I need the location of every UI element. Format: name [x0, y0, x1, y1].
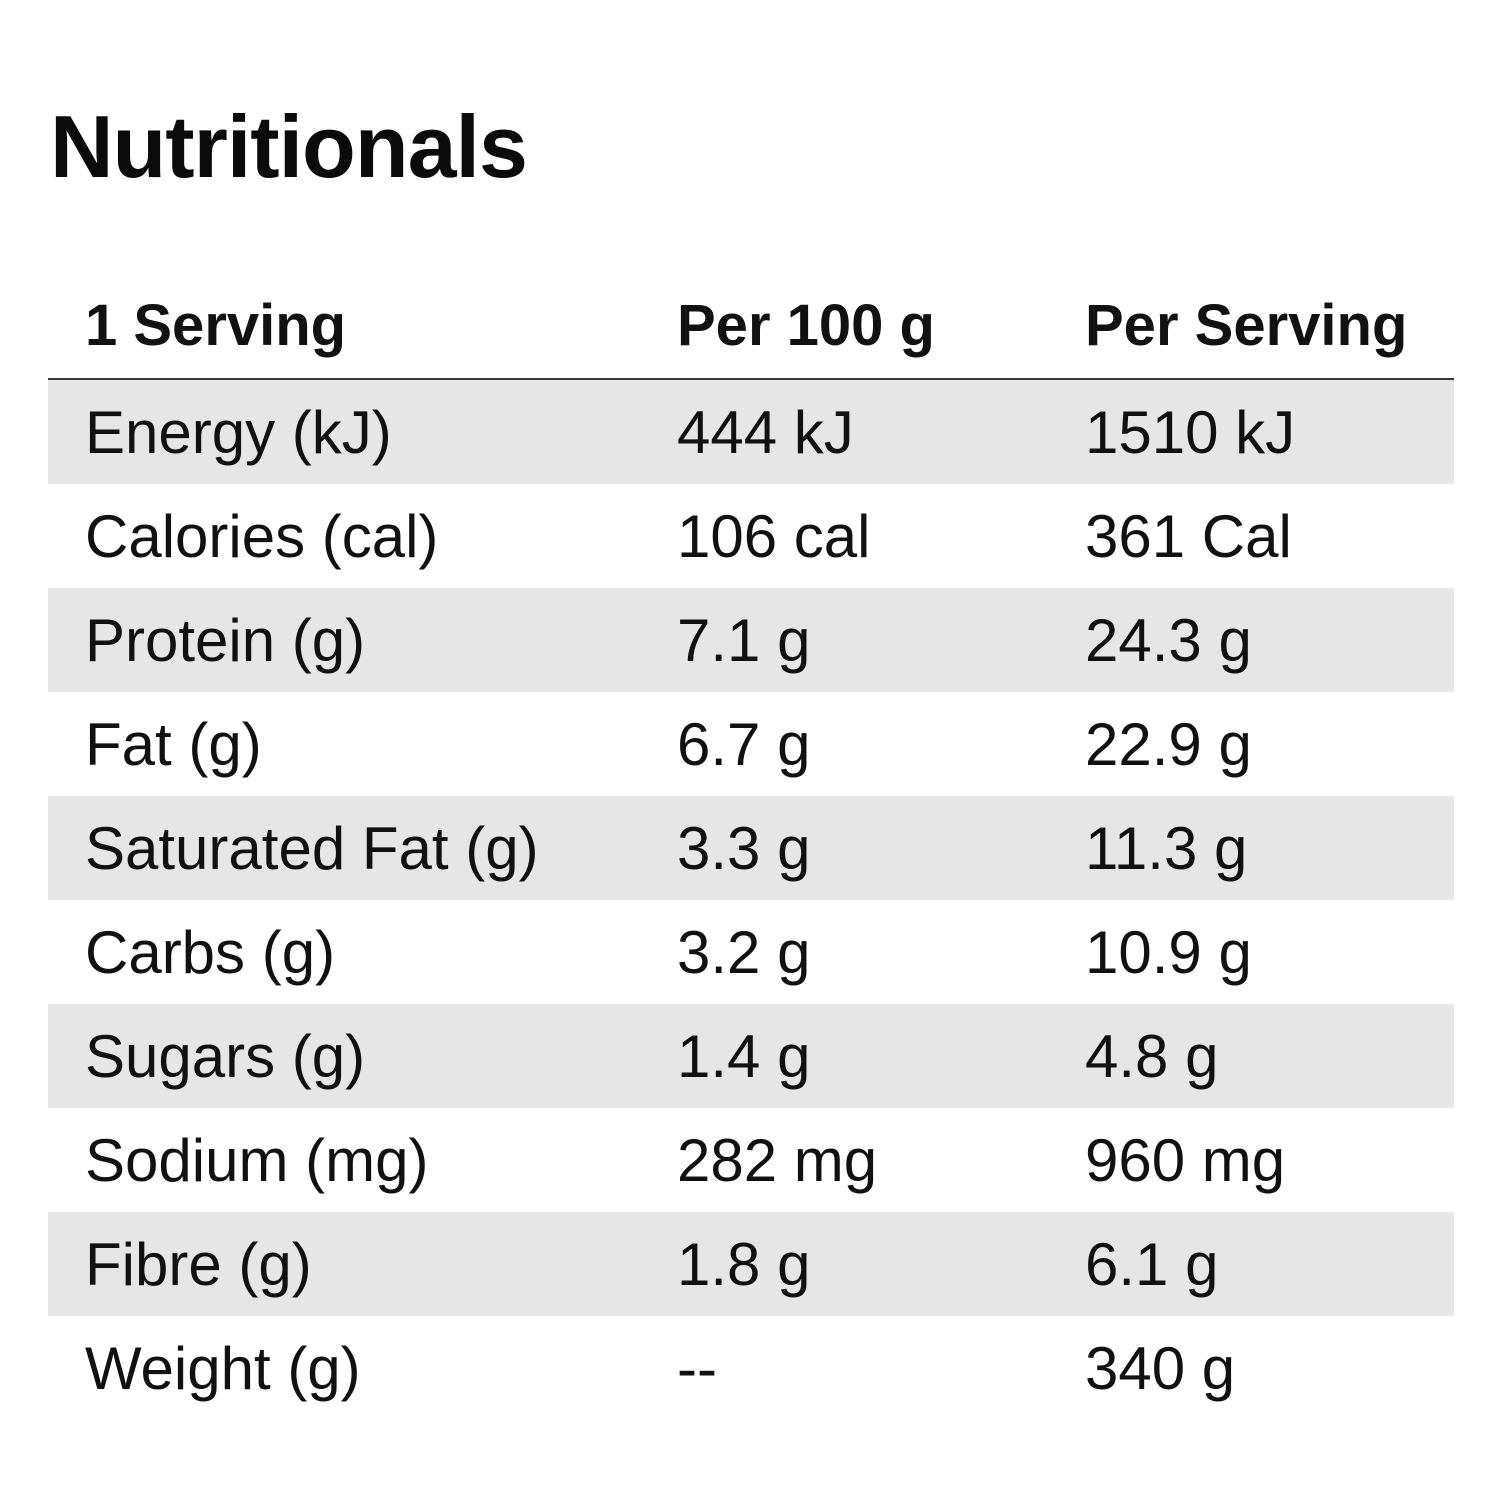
per-serving-value: 22.9 g [1085, 710, 1252, 778]
nutrient-label: Energy (kJ) [85, 398, 392, 466]
table-row: Sugars (g) 1.4 g 4.8 g [48, 1004, 1454, 1108]
table-row: Saturated Fat (g) 3.3 g 11.3 g [48, 796, 1454, 900]
table-row: Protein (g) 7.1 g 24.3 g [48, 588, 1454, 692]
per-serving-value: 11.3 g [1085, 814, 1248, 882]
nutrient-label: Carbs (g) [85, 918, 336, 986]
column-header-serving: 1 Serving [85, 292, 347, 358]
nutrient-label: Saturated Fat (g) [85, 814, 539, 882]
nutrition-table: 1 Serving Per 100 g Per Serving Energy (… [48, 272, 1454, 1420]
per-serving-value: 1510 kJ [1085, 398, 1296, 466]
per-serving-value: 24.3 g [1085, 606, 1252, 674]
column-header-per-100g: Per 100 g [677, 292, 935, 358]
per-100g-value: 3.2 g [677, 918, 811, 986]
table-row: Fibre (g) 1.8 g 6.1 g [48, 1212, 1454, 1316]
per-100g-value: 1.8 g [677, 1230, 811, 1298]
per-100g-value: 6.7 g [677, 710, 811, 778]
per-100g-value: 1.4 g [677, 1022, 811, 1090]
nutrient-label: Protein (g) [85, 606, 366, 674]
table-row: Energy (kJ) 444 kJ 1510 kJ [48, 380, 1454, 484]
per-serving-value: 4.8 g [1085, 1022, 1219, 1090]
nutrient-label: Fat (g) [85, 710, 262, 778]
table-row: Sodium (mg) 282 mg 960 mg [48, 1108, 1454, 1212]
nutrient-label: Fibre (g) [85, 1230, 312, 1298]
per-serving-value: 340 g [1085, 1334, 1236, 1402]
nutrient-label: Weight (g) [85, 1334, 361, 1402]
per-100g-value: 444 kJ [677, 398, 854, 466]
per-100g-value: 282 mg [677, 1126, 878, 1194]
nutrient-label: Sodium (mg) [85, 1126, 429, 1194]
per-serving-value: 361 Cal [1085, 502, 1292, 570]
column-header-per-serving: Per Serving [1085, 292, 1408, 358]
table-row: Calories (cal) 106 cal 361 Cal [48, 484, 1454, 588]
per-100g-value: 3.3 g [677, 814, 811, 882]
nutrient-label: Sugars (g) [85, 1022, 366, 1090]
table-row: Carbs (g) 3.2 g 10.9 g [48, 900, 1454, 1004]
per-100g-value: -- [677, 1334, 717, 1402]
per-100g-value: 7.1 g [677, 606, 811, 674]
page-title: Nutritionals [50, 97, 528, 196]
per-serving-value: 6.1 g [1085, 1230, 1219, 1298]
table-header-row: 1 Serving Per 100 g Per Serving [48, 272, 1454, 380]
nutrient-label: Calories (cal) [85, 502, 439, 570]
per-serving-value: 10.9 g [1085, 918, 1252, 986]
per-serving-value: 960 mg [1085, 1126, 1286, 1194]
table-row: Weight (g) -- 340 g [48, 1316, 1454, 1420]
per-100g-value: 106 cal [677, 502, 871, 570]
table-row: Fat (g) 6.7 g 22.9 g [48, 692, 1454, 796]
